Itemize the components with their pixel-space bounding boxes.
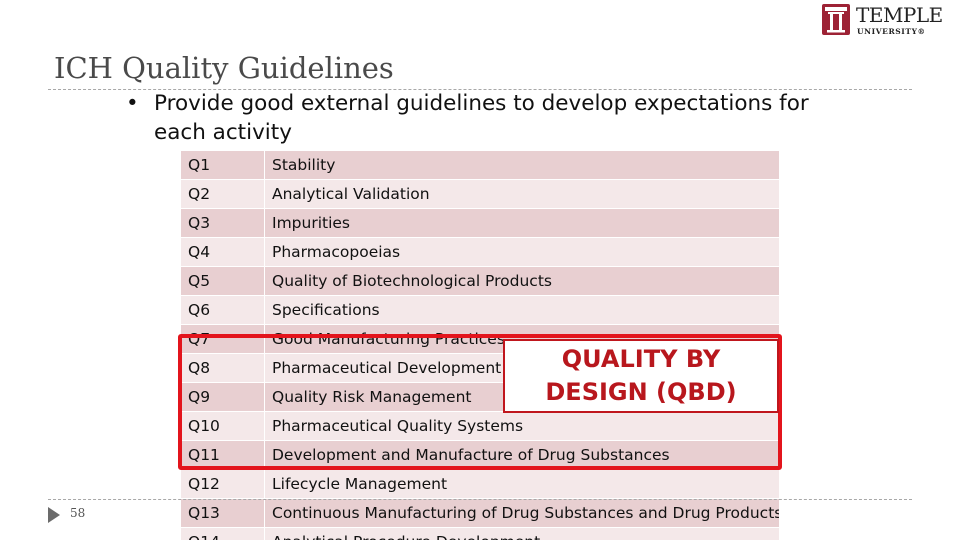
table-row: Q4 Pharmacopoeias (180, 237, 780, 267)
guideline-name: Analytical Validation (264, 179, 780, 209)
guideline-code: Q14 (180, 527, 265, 540)
guideline-name: Development and Manufacture of Drug Subs… (264, 440, 780, 470)
guideline-name: Lifecycle Management (264, 469, 780, 499)
guideline-code: Q2 (180, 179, 265, 209)
page-number: 58 (70, 506, 86, 520)
guideline-code: Q10 (180, 411, 265, 441)
guideline-name: Stability (264, 150, 780, 180)
title-divider (48, 89, 912, 90)
guideline-name: Continuous Manufacturing of Drug Substan… (264, 498, 780, 528)
guideline-name: Specifications (264, 295, 780, 325)
table-row: Q13 Continuous Manufacturing of Drug Subs… (180, 498, 780, 528)
qbd-callout-text: QUALITY BY DESIGN (QBD) (545, 345, 737, 406)
table-row: Q12 Lifecycle Management (180, 469, 780, 499)
table-row: Q3 Impurities (180, 208, 780, 238)
table-row: Q14Analytical Procedure Development (180, 527, 780, 540)
guideline-code: Q13 (180, 498, 265, 528)
bullet-text: Provide good external guidelines to deve… (154, 91, 809, 145)
guideline-name: Impurities (264, 208, 780, 238)
table-row: Q5 Quality of Biotechnological Products (180, 266, 780, 296)
table-row: Q1 Stability (180, 150, 780, 180)
guideline-code: Q5 (180, 266, 265, 296)
guideline-code: Q4 (180, 237, 265, 267)
guideline-name: Quality of Biotechnological Products (264, 266, 780, 296)
slide-title: ICH Quality Guidelines (54, 51, 394, 85)
logo-name: TEMPLE (856, 3, 943, 27)
qbd-callout: QUALITY BY DESIGN (QBD) (503, 339, 779, 413)
table-row: Q2 Analytical Validation (180, 179, 780, 209)
guideline-name: Analytical Procedure Development (264, 527, 780, 540)
qbd-highlight-frame (178, 334, 782, 470)
play-arrow-icon (48, 507, 60, 523)
table-row: Q11 Development and Manufacture of Drug S… (180, 440, 780, 470)
guideline-code: Q3 (180, 208, 265, 238)
guideline-code: Q1 (180, 150, 265, 180)
guideline-name: Pharmacopoeias (264, 237, 780, 267)
guideline-code: Q6 (180, 295, 265, 325)
table-row: Q6 Specifications (180, 295, 780, 325)
bullet-icon: • (126, 91, 139, 116)
guideline-code: Q12 (180, 469, 265, 499)
logo-subtitle: UNIVERSITY® (857, 27, 926, 36)
guideline-code: Q11 (180, 440, 265, 470)
temple-university-logo: TEMPLE UNIVERSITY® (822, 3, 946, 38)
guideline-code: Q9 (180, 382, 265, 412)
temple-t-icon (822, 4, 850, 35)
footer-divider (48, 499, 912, 500)
